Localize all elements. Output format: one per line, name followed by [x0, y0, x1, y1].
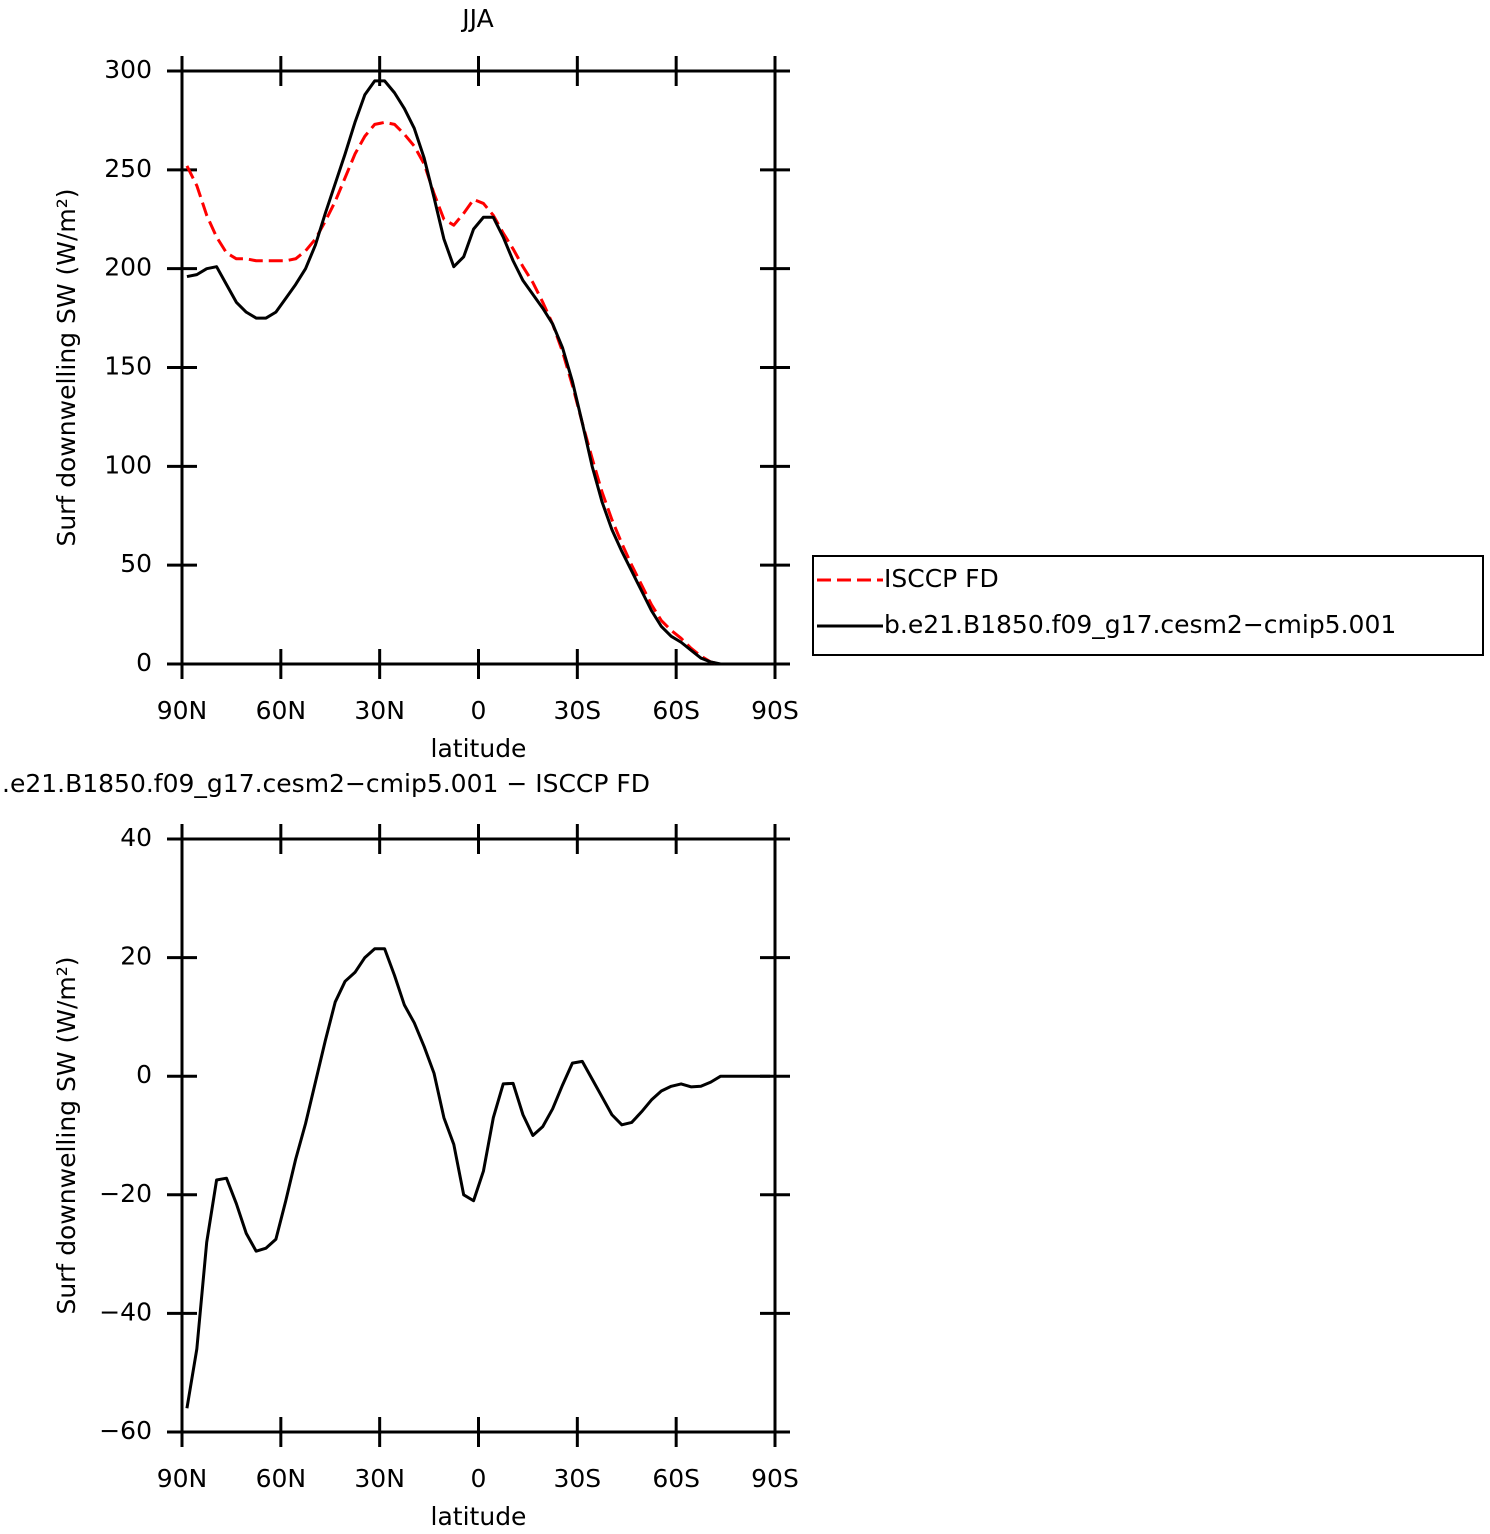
x-tick-label: 60S [652, 696, 700, 725]
x-tick-label: 90N [157, 1464, 208, 1493]
y-tick-label: 150 [104, 352, 152, 381]
y-tick-label: 250 [104, 154, 152, 183]
x-tick-label: 30N [354, 696, 405, 725]
data-line [185, 947, 771, 1409]
legend-label: b.e21.B1850.f09_g17.cesm2−cmip5.001 [884, 610, 1396, 639]
y-axis-label: Surf downwelling SW (W/m²) [52, 188, 81, 546]
chart-title: JJA [460, 4, 493, 33]
y-tick-label: 200 [104, 253, 152, 282]
y-tick-label: 50 [120, 549, 152, 578]
y-tick-label: 20 [120, 942, 152, 971]
x-tick-label: 0 [471, 1464, 487, 1493]
x-tick-label: 90S [751, 696, 799, 725]
plot-frame [180, 837, 777, 1434]
x-tick-label: 0 [471, 696, 487, 725]
data-line [185, 120, 771, 666]
y-tick-label: 300 [104, 55, 152, 84]
y-tick-label: 0 [136, 648, 152, 677]
y-tick-label: −20 [99, 1179, 152, 1208]
y-tick-label: 100 [104, 450, 152, 479]
x-tick-label: 60S [652, 1464, 700, 1493]
plot-frame [180, 69, 777, 666]
x-tick-label: 30N [354, 1464, 405, 1493]
y-tick-label: 40 [120, 823, 152, 852]
x-tick-label: 90N [157, 696, 208, 725]
y-axis-label: Surf downwelling SW (W/m²) [52, 956, 81, 1314]
y-tick-label: −40 [99, 1297, 152, 1326]
y-tick-label: 0 [136, 1060, 152, 1089]
x-tick-label: 30S [553, 1464, 601, 1493]
legend-label: ISCCP FD [884, 564, 999, 593]
x-tick-label: 90S [751, 1464, 799, 1493]
y-tick-label: −60 [99, 1416, 152, 1445]
x-tick-label: 60N [256, 1464, 307, 1493]
x-axis-label: latitude [431, 734, 527, 763]
x-tick-label: 60N [256, 696, 307, 725]
data-line [186, 79, 771, 666]
legend: ISCCP FD b.e21.B1850.f09_g17.cesm2−cmip5.… [812, 555, 1484, 656]
legend-box [812, 555, 1484, 656]
x-axis-label: latitude [431, 1502, 527, 1531]
chart-title: .e21.B1850.f09_g17.cesm2−cmip5.001 − ISC… [2, 769, 650, 798]
x-tick-label: 30S [553, 696, 601, 725]
